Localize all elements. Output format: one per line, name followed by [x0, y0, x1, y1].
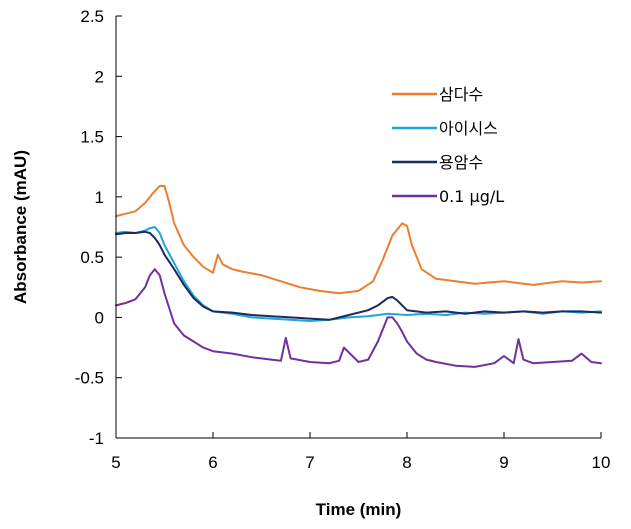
x-axis-title: Time (min) [316, 500, 402, 519]
y-tick-label: -0.5 [75, 369, 104, 388]
y-tick-label: 0 [95, 308, 104, 327]
x-tick-label: 6 [208, 453, 217, 472]
x-tick-label: 5 [111, 453, 120, 472]
legend-label-4: 0.1 μg/L [439, 187, 504, 206]
legend-label-2: 아이시스 [439, 119, 498, 138]
legend-label-1: 삼다수 [439, 85, 483, 104]
series-layer [115, 185, 602, 368]
y-tick-label: 0.5 [80, 248, 104, 267]
x-tick-label: 8 [402, 453, 411, 472]
y-axis-title: Absorbance (mAU) [11, 150, 30, 304]
y-tick-label: 2 [95, 67, 104, 86]
x-tick-label: 7 [305, 453, 314, 472]
x-tick-label: 10 [592, 453, 611, 472]
series-line-2 [115, 226, 602, 322]
y-tick-label: -1 [89, 429, 104, 448]
series-line-3 [115, 230, 602, 321]
series-line-1 [115, 185, 602, 295]
y-tick-label: 1 [95, 188, 104, 207]
y-tick-label: 1.5 [80, 128, 104, 147]
series-line-4 [115, 268, 602, 368]
x-tick-label: 9 [499, 453, 508, 472]
y-tick-label: 2.5 [80, 7, 104, 26]
legend-label-3: 용암수 [439, 153, 483, 172]
axes-layer: -1 -0.5 0 0.5 1 1.5 2 2.5 5 6 7 8 9 10 [75, 7, 611, 472]
